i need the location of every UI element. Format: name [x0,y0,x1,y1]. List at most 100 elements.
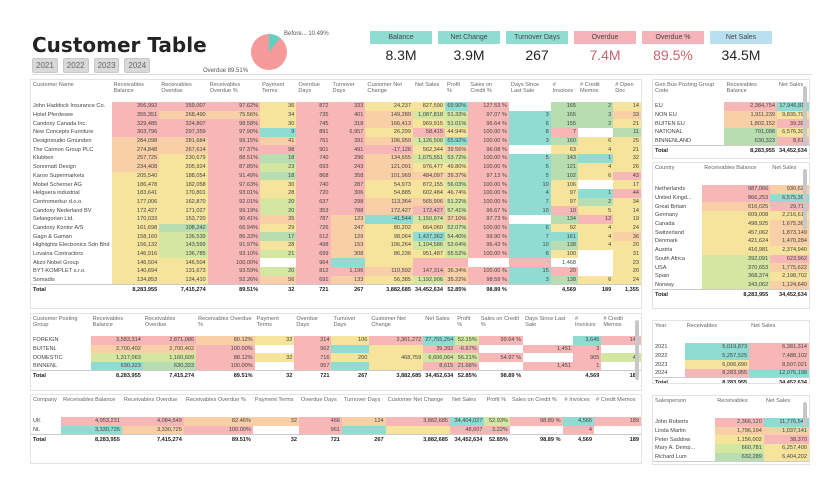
table-row[interactable]: Hotel Pferdesee 355,351 268,490 75.56% 34 735… [31,110,641,120]
column-header[interactable]: Year [655,323,667,329]
table-row[interactable]: Norway 343,062 1,124,640 [653,280,809,290]
column-header[interactable]: Sales on Credit % [511,397,557,403]
table-row[interactable]: Austria 416,981 2,374,940 [653,245,809,255]
table-row[interactable]: United Kingd... 866,253 6,575,300 [653,193,809,203]
column-header[interactable]: Customer Net Change [371,316,406,328]
column-header[interactable]: Net Sales [765,398,791,404]
column-header[interactable]: Receivables Balance [704,165,757,171]
table-row[interactable]: John Roberts 2,366,120 11,776,548 [653,418,809,427]
column-header[interactable]: Days Since Last Sale [525,316,566,328]
table-row[interactable]: Karoo Supermarkets 205,540 188,054 91.49% 18… [31,171,641,181]
table-row[interactable]: Lovaina Contractors 146,916 136,785 93.10% 2… [31,249,641,259]
table-row[interactable]: USA 370,653 1,775,622 [653,263,809,272]
column-header[interactable]: Payment Terms [254,397,294,403]
scrollbar[interactable] [635,320,639,380]
scrollbar[interactable] [803,169,807,229]
column-header[interactable]: Customer Posting Group [33,316,78,328]
column-header[interactable]: Receivables [686,323,718,329]
column-header[interactable]: Net Sales [778,82,804,88]
table-row[interactable]: Candoxy Canada Inc. 329,485 324,807 98.58% 3… [31,119,641,129]
column-header[interactable]: Payment Terms [256,316,279,328]
column-header[interactable]: Net Sales [415,82,440,88]
column-header[interactable]: Receivables Balance [726,82,757,94]
table-row[interactable]: Germany 609,008 2,216,612 [653,211,809,220]
table-row[interactable]: 2023 6,006,690 8,507,021 [653,360,809,370]
column-header[interactable]: # Credit Memos [580,82,600,94]
column-header[interactable]: Salesperson [655,398,687,404]
column-header[interactable]: Receivables [717,398,748,404]
table-row[interactable]: BYT-KOMPLET s.r.o. 140,694 131,673 93.59% 20… [31,267,641,276]
table-row[interactable]: John Haddock Insurance Co. 356,992 359,007… [31,102,641,111]
table-row[interactable]: FOREIGN 3,583,314 2,871,086 80.12% 32 314 106 3… [31,336,641,345]
column-header[interactable]: Profit % [447,82,461,94]
table-row[interactable]: Netherlands 987,066 930,622 [653,185,809,194]
table-row[interactable]: Centromerkur d.o.o. 177,006 162,870 92.01% 2… [31,197,641,207]
column-header[interactable]: Receivables Balance [63,397,116,403]
table-row[interactable]: The Cannon Group PLC 274,848 267,614 97.37%… [31,145,641,155]
table-row[interactable]: UK 4,953,231 4,084,549 82.46% 32 466 124 3,882,… [31,417,641,426]
table-row[interactable]: Linda Martin 1,796,194 1,037,141 [653,426,809,436]
column-header[interactable]: Receivables Overdue % [185,397,246,403]
column-header[interactable]: Net Sales [451,397,477,403]
column-header[interactable]: Net Sales [751,323,776,329]
table-row[interactable]: DOMESTIC 1,317,063 1,160,609 88.12% 32 716 200… [31,353,641,363]
table-row[interactable]: BUITENL 2,700,402 2,700,402 100.00% 962 39,39… [31,344,641,354]
column-header[interactable]: Receivables Overdue % [198,316,252,328]
table-row[interactable]: BINNENLAND 630,323 8,615 [653,136,809,146]
column-header[interactable]: Days Since Last Sale [510,82,540,94]
table-row[interactable]: NL 3,330,725 3,330,725 100.00% 961 48,607 3.22… [31,425,641,435]
column-header[interactable]: Turnover Days [343,397,381,403]
scrollbar[interactable] [803,402,807,427]
table-row[interactable]: Somadis 134,853 124,410 92.26% 56 691 133 56,38… [31,275,641,285]
column-header[interactable]: Customer Net Change [387,397,444,403]
table-row[interactable]: Selangorian Ltd. 170,033 153,720 90.41% 35 78… [31,214,641,224]
table-row[interactable]: Klubben 257,725 230,679 88.51% 18 740 296 134,6… [31,154,641,163]
column-header[interactable]: # Credit Memos [603,316,623,328]
column-header[interactable]: Payment Terms [262,82,285,94]
table-row[interactable]: EU 2,384,754 17,946,811 [653,102,809,111]
table-row[interactable]: New Concepts Furniture 303,796 297,359 97.9… [31,128,641,137]
table-row[interactable]: Highlights Electronics Sdn Bhd 156,132 143… [31,241,641,250]
column-header[interactable]: Receivables Overdue % [209,82,241,94]
column-header[interactable]: Turnover Days [333,316,356,328]
column-header[interactable]: Net Sales [425,316,450,322]
table-row[interactable]: South Africa 392,091 623,962 [653,254,809,264]
table-row[interactable]: Richard Lum 632,289 6,404,202 [653,452,809,462]
column-header[interactable]: # Credit Memos [596,397,636,403]
column-header[interactable]: Profit % [486,397,507,403]
year-button-2021[interactable]: 2021 [32,58,58,73]
table-row[interactable]: Gagn & Gaman 158,160 136,539 86.33% 17 512 129… [31,232,641,241]
table-row[interactable]: BINNENL 630,323 630,323 100.00% 957 8,615 21.6… [31,362,641,371]
column-header[interactable]: Net Sales [772,165,797,171]
table-row[interactable]: Candoxy Kontor A/S 161,698 108,242 66.94% 29… [31,223,641,233]
table-row[interactable]: NON EU 1,911,239 9,835,790 [653,110,809,120]
column-header[interactable]: Receivables Overdue [123,397,178,403]
table-row[interactable]: Denmark 421,624 1,470,284 [653,237,809,246]
year-button-2022[interactable]: 2022 [62,58,89,73]
table-row[interactable]: 2022 5,257,525 7,488,102 [653,351,809,361]
column-header[interactable]: Company [33,397,57,403]
table-row[interactable]: 2024 8,283,955 12,076,198 [653,369,809,378]
column-header[interactable]: Receivables Overdue [161,82,192,94]
table-row[interactable]: Great Britain 616,025 29,715 [653,202,809,212]
column-header[interactable]: Customer Net Change [367,82,402,94]
column-header[interactable]: Sales on Credit % [470,82,493,94]
table-row[interactable]: Candoxy Nederland BV 172,427 171,027 99.19%… [31,206,641,215]
column-header[interactable]: Receivables Overdue [144,316,176,328]
column-header[interactable]: Receivables Balance [113,82,144,94]
pie-slice-before[interactable] [269,34,281,52]
column-header[interactable]: Overdue Days [298,82,320,94]
column-header[interactable]: Turnover Days [332,82,355,94]
table-row[interactable]: Switzerland 457,062 1,873,149 [653,228,809,238]
column-header[interactable]: Profit % [457,316,471,328]
table-row[interactable]: Akzo Nobel Group 146,504 146,504 100.00% 964… [31,258,641,268]
year-button-2024[interactable]: 2024 [124,58,151,73]
table-row[interactable]: BUITEN EU 1,802,152 39,392 [653,119,809,129]
column-header[interactable]: Overdue Days [301,397,337,403]
column-header[interactable]: # Open Doc [615,82,634,94]
column-header[interactable]: Gen Bus Posting Group Code [655,82,715,94]
column-header[interactable]: Country [655,165,675,171]
scrollbar[interactable] [803,86,807,146]
table-row[interactable]: NATIONAL 701,098 6,576,300 [653,128,809,137]
table-row[interactable]: 2021 5,019,873 6,381,314 [653,343,809,352]
